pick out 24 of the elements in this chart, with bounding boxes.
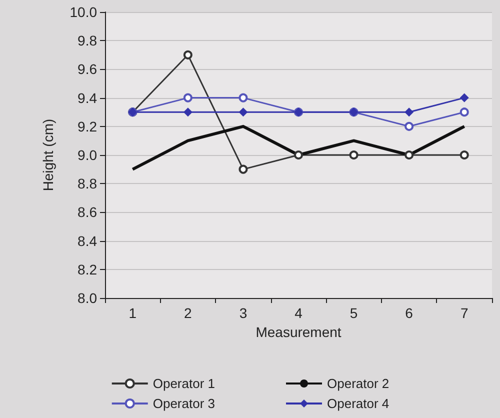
y-tick-label: 9.8 — [78, 32, 98, 49]
legend-label: Operator 2 — [327, 376, 390, 391]
x-axis-title: Measurement — [256, 324, 342, 340]
y-tick-label: 9.4 — [78, 90, 98, 106]
x-tick-label: 1 — [128, 305, 137, 321]
y-tick-label: 9.2 — [78, 118, 98, 134]
y-axis-title: Height (cm) — [40, 118, 56, 192]
y-tick-label: 8.2 — [78, 261, 98, 278]
x-tick-label: 3 — [239, 305, 248, 321]
y-tick-label: 8.8 — [78, 176, 98, 192]
x-tick-label: 5 — [350, 305, 358, 321]
x-tick-label: 2 — [184, 305, 192, 321]
y-tick-label: 10.0 — [70, 4, 98, 20]
x-tick-label: 6 — [405, 305, 414, 321]
y-tick-label: 8.6 — [78, 204, 98, 220]
legend-label: Operator 1 — [152, 376, 216, 391]
legend-label: Operator 4 — [327, 396, 390, 411]
y-tick-label: 9.0 — [78, 147, 98, 163]
y-tick-label: 8.0 — [78, 290, 98, 306]
x-tick-label: 4 — [294, 305, 303, 321]
y-tick-label: 9.6 — [78, 61, 98, 78]
legend-label: Operator 3 — [152, 396, 216, 411]
x-tick-label: 7 — [460, 305, 468, 321]
y-tick-label: 8.4 — [78, 232, 98, 249]
